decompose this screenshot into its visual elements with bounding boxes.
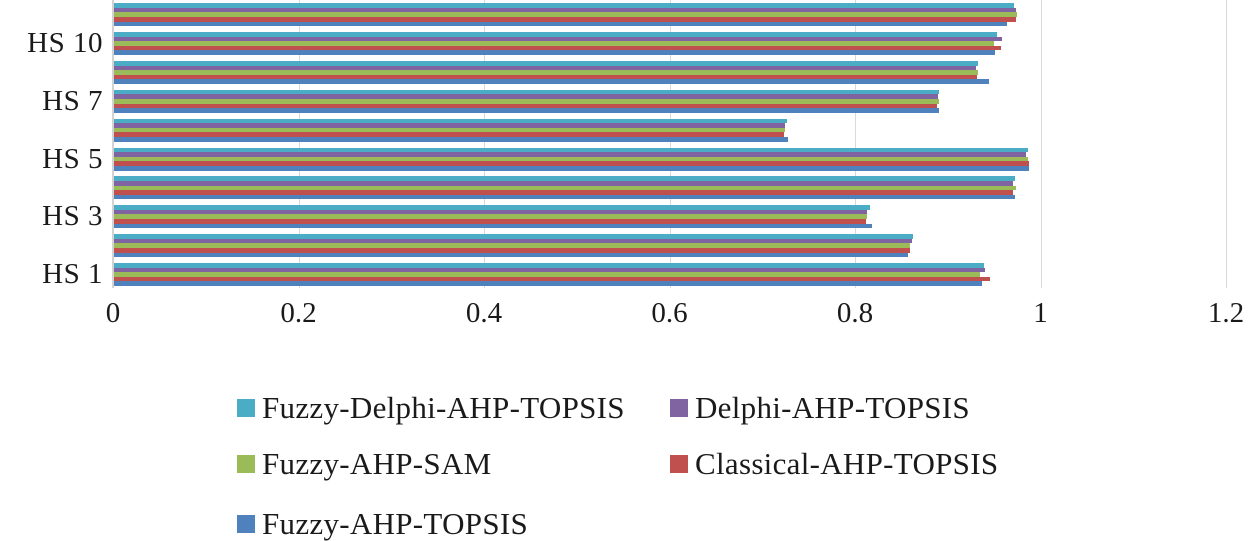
legend-item: Fuzzy-Delphi-AHP-TOPSIS [237, 391, 625, 425]
bar [114, 89, 940, 95]
category-axis-line [112, 0, 114, 288]
bar [114, 41, 995, 46]
bar [114, 99, 939, 104]
legend-label: Classical-AHP-TOPSIS [695, 446, 999, 481]
bar [114, 190, 1013, 195]
legend-label: Delphi-AHP-TOPSIS [695, 390, 970, 425]
bar [114, 60, 979, 66]
bar [114, 243, 910, 248]
bar [114, 74, 977, 80]
legend-item: Fuzzy-AHP-TOPSIS [237, 507, 528, 541]
bar [114, 214, 868, 220]
x-tick-label: 0.4 [465, 297, 503, 329]
legend-item: Delphi-AHP-TOPSIS [670, 391, 970, 425]
plot-area [113, 0, 1234, 288]
bar [114, 263, 984, 268]
bar [114, 103, 937, 109]
bar [114, 70, 979, 75]
bar [114, 209, 868, 215]
bar [114, 45, 1001, 51]
category-label: HS 3 [42, 200, 103, 233]
legend-label: Fuzzy-Delphi-AHP-TOPSIS [262, 390, 625, 425]
bar [114, 152, 1026, 157]
bar [114, 194, 1015, 200]
bar [114, 176, 1015, 181]
bar [114, 3, 1014, 8]
bar [114, 223, 872, 229]
gridline [1226, 0, 1227, 288]
legend-marker-icon [670, 399, 688, 417]
bar [114, 12, 1018, 17]
bar [114, 238, 912, 244]
legend-label: Fuzzy-AHP-TOPSIS [262, 506, 529, 541]
gridline [855, 0, 856, 288]
bar [114, 21, 1008, 27]
bar [114, 132, 784, 138]
bar [114, 267, 985, 273]
x-tick-label: 0.6 [651, 297, 688, 329]
bar [114, 276, 990, 282]
bar [114, 17, 1016, 22]
x-tick-label: 0.8 [836, 297, 874, 329]
legend-item: Classical-AHP-TOPSIS [670, 447, 998, 481]
bar [114, 281, 983, 287]
gridline [298, 0, 300, 288]
bar [114, 219, 867, 224]
bar [114, 32, 997, 37]
bar [114, 127, 785, 133]
x-tick-label: 1.2 [1207, 297, 1245, 329]
x-tick-label: 0.2 [280, 297, 317, 329]
legend-marker-icon [670, 455, 688, 473]
gridline [669, 0, 671, 288]
bar [114, 147, 1028, 153]
legend-item: Fuzzy-AHP-SAM [237, 447, 492, 481]
bar [114, 79, 989, 84]
bar [114, 161, 1029, 166]
bar [114, 118, 788, 124]
bar [114, 181, 1013, 186]
category-label: HS 10 [27, 27, 103, 60]
category-label: HS 7 [42, 84, 103, 117]
gridline [1040, 0, 1042, 288]
bar [114, 272, 981, 277]
bar [114, 165, 1029, 171]
bar [114, 247, 910, 253]
bar [114, 123, 785, 128]
bar [114, 108, 940, 113]
bar [114, 185, 1016, 191]
legend-marker-icon [237, 515, 255, 533]
bar [114, 7, 1016, 13]
bar [114, 156, 1028, 162]
x-tick-label: 0 [105, 297, 121, 329]
bar [114, 94, 938, 99]
category-label: HS 5 [42, 142, 103, 175]
bar [114, 50, 996, 56]
bar [114, 234, 913, 239]
category-label: HS 1 [42, 258, 103, 291]
bar [114, 137, 789, 142]
bar [114, 65, 976, 71]
bar [114, 252, 908, 258]
legend-label: Fuzzy-AHP-SAM [262, 446, 492, 481]
legend-marker-icon [237, 399, 255, 417]
gridline [484, 0, 485, 288]
bar [114, 205, 870, 210]
x-tick-label: 1 [1033, 297, 1048, 329]
legend-marker-icon [237, 455, 255, 473]
bar [114, 36, 1002, 42]
